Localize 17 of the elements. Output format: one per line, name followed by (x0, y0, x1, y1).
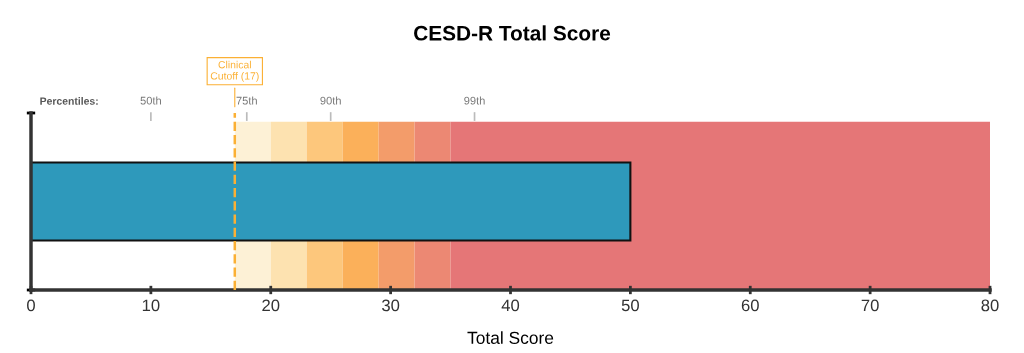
ref-line-label: 99th (464, 96, 485, 105)
x-tick-label: 50 (621, 299, 639, 312)
x-axis-title: Total Score (467, 331, 554, 344)
ref-line-label: 75th (236, 96, 257, 105)
x-tick-label: 80 (981, 299, 999, 312)
x-tick-label: 70 (861, 299, 879, 312)
ref-line-label: Clinical Cutoff (17) (210, 60, 259, 82)
x-tick-label: 0 (27, 299, 35, 312)
chart-title: CESD-R Total Score (414, 25, 611, 41)
ref-line-label: 50th (140, 96, 161, 105)
ref-line-label: 90th (320, 96, 341, 105)
text: Percentiles: (40, 97, 98, 105)
x-tick-label: 60 (741, 299, 759, 312)
x-tick-label: 40 (501, 299, 520, 312)
x-tick-label: 10 (142, 299, 160, 312)
x-tick-label: 30 (381, 299, 400, 312)
x-tick-label: 20 (262, 299, 280, 312)
